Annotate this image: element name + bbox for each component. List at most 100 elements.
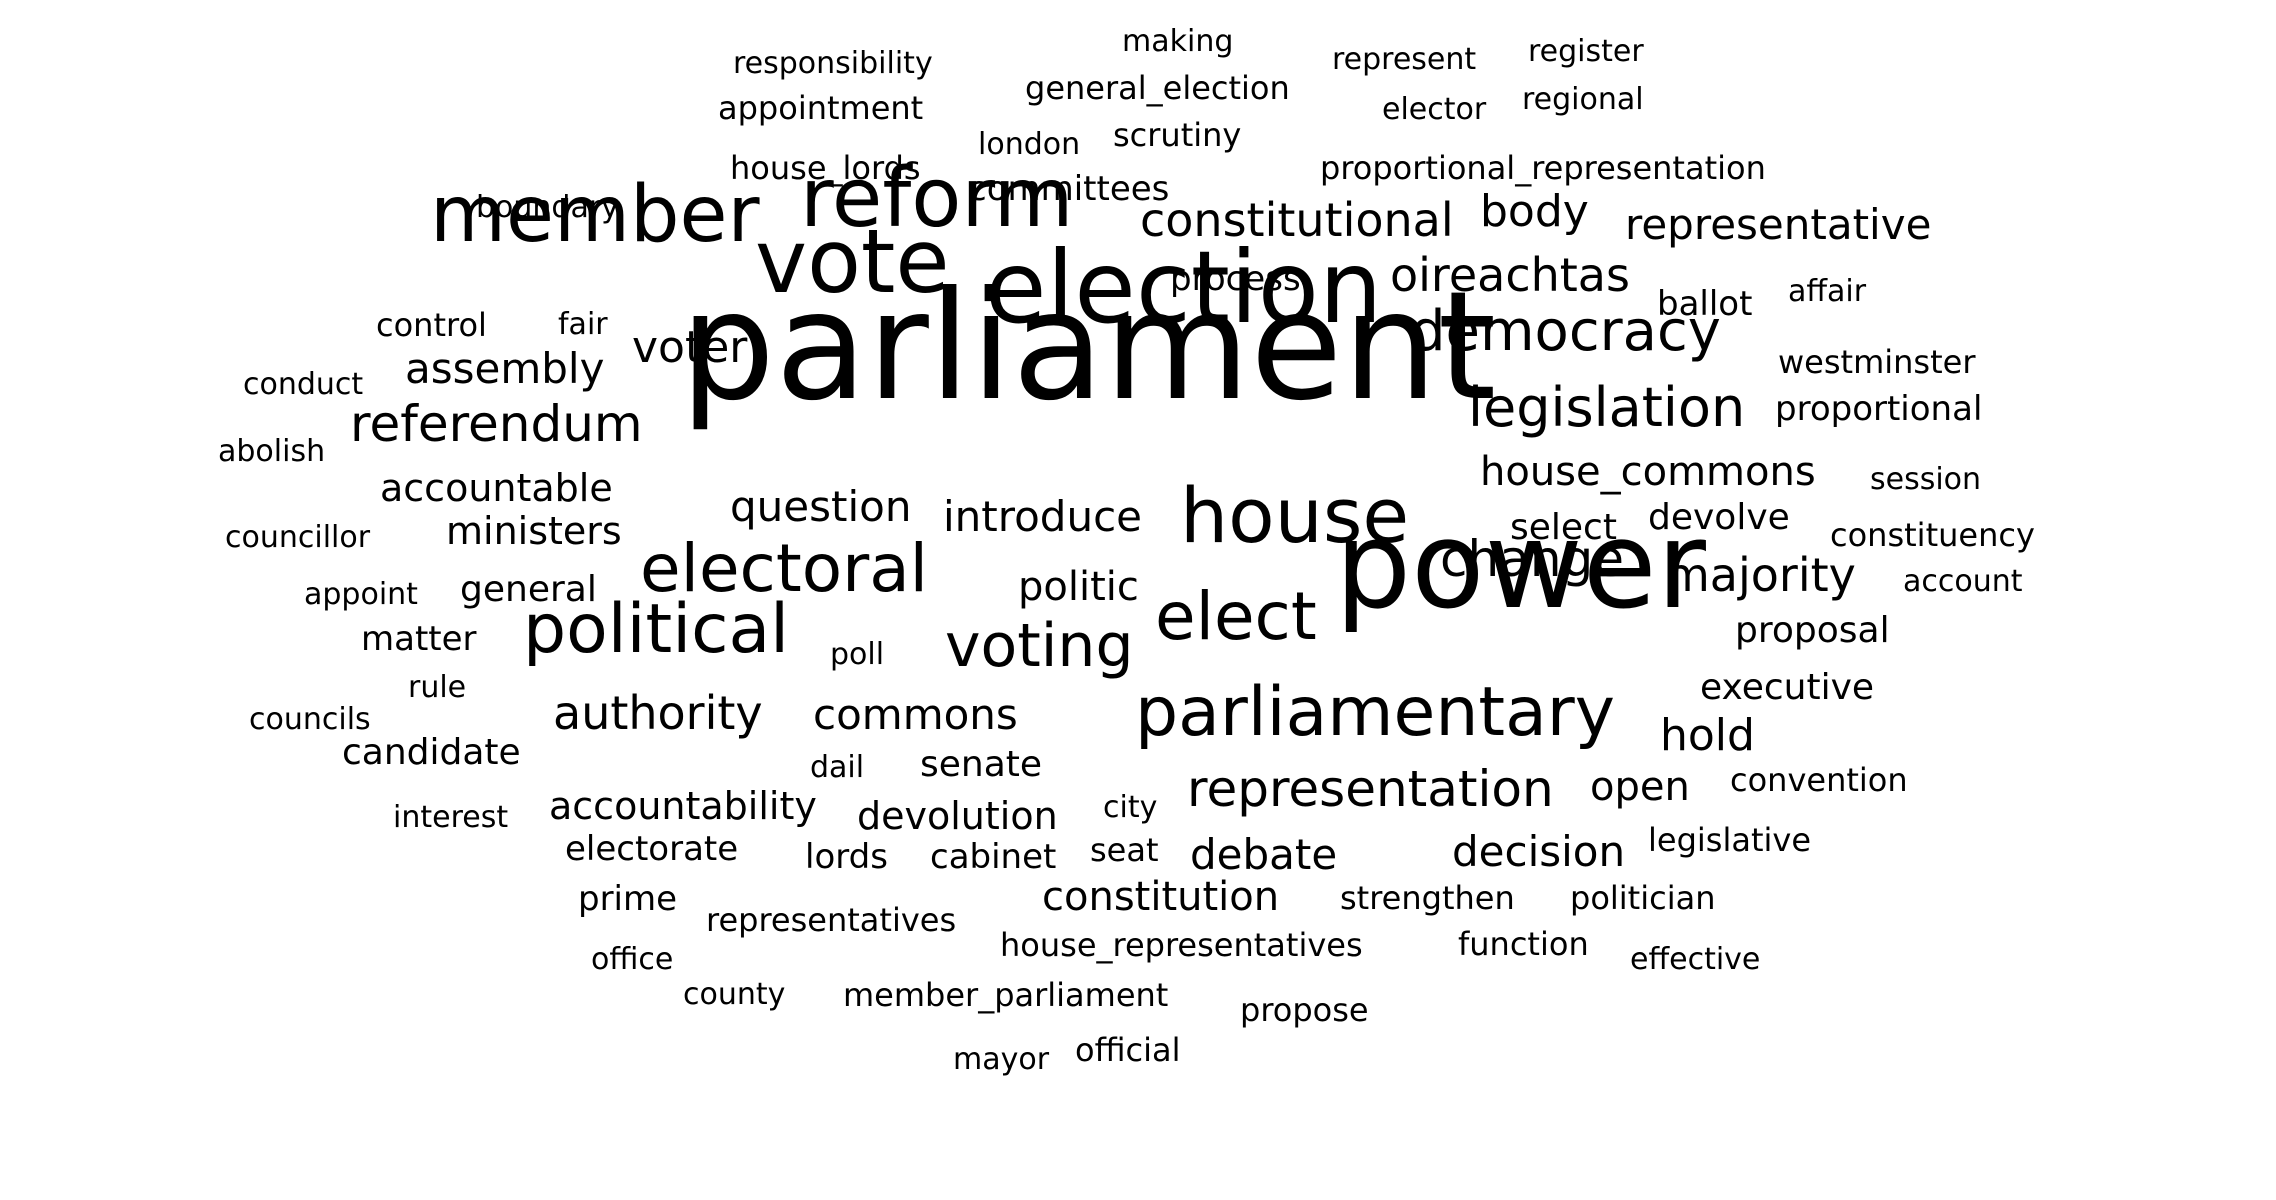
- word-convention: convention: [1730, 760, 1908, 799]
- word-conduct: conduct: [243, 367, 364, 403]
- word-select: select: [1510, 507, 1617, 549]
- word-politic: politic: [1018, 564, 1139, 611]
- word-office: office: [591, 942, 674, 978]
- word-rule: rule: [408, 670, 467, 706]
- word-house-lords: house_lords: [730, 148, 921, 187]
- word-candidate: candidate: [342, 732, 521, 774]
- word-councils: councils: [249, 702, 371, 738]
- word-session: session: [1870, 462, 1982, 498]
- word-legislative: legislative: [1648, 820, 1812, 859]
- word-authority: authority: [553, 686, 763, 741]
- word-political: political: [523, 590, 790, 670]
- word-process: process: [1170, 259, 1301, 300]
- word-interest: interest: [393, 800, 509, 836]
- word-prime: prime: [578, 879, 678, 920]
- word-constitutional: constitutional: [1140, 193, 1454, 248]
- word-legislation: legislation: [1468, 375, 1746, 439]
- word-poll: poll: [830, 637, 885, 673]
- word-lords: lords: [805, 837, 888, 878]
- word-cabinet: cabinet: [930, 837, 1057, 878]
- word-account: account: [1903, 564, 2023, 600]
- word-proportional: proportional: [1775, 389, 1983, 430]
- word-reform: reform: [800, 150, 1074, 246]
- word-elector: elector: [1382, 92, 1487, 128]
- word-debate: debate: [1190, 829, 1338, 879]
- word-constitution: constitution: [1042, 874, 1280, 921]
- word-election: election: [985, 229, 1383, 346]
- word-function: function: [1458, 924, 1589, 963]
- word-ballot: ballot: [1657, 284, 1753, 325]
- word-commons: commons: [813, 689, 1018, 739]
- word-appointment: appointment: [718, 88, 924, 127]
- word-elect: elect: [1155, 577, 1317, 655]
- word-power: power: [1335, 496, 1706, 636]
- word-boundary: boundary: [476, 190, 619, 226]
- word-representative: representative: [1625, 199, 1932, 249]
- word-change: change: [1440, 530, 1625, 588]
- word-member: member: [430, 170, 760, 261]
- word-voting: voting: [945, 610, 1134, 681]
- word-parliament: parliament: [680, 260, 1497, 434]
- word-fair: fair: [558, 307, 608, 343]
- word-devolution: devolution: [857, 793, 1058, 838]
- word-decision: decision: [1452, 826, 1626, 876]
- word-regional: regional: [1522, 82, 1644, 118]
- word-open: open: [1590, 764, 1690, 811]
- word-representatives: representatives: [706, 900, 957, 939]
- word-represent: represent: [1332, 42, 1477, 78]
- word-responsibility: responsibility: [733, 46, 933, 82]
- word-general: general: [460, 569, 597, 611]
- word-mayor: mayor: [953, 1042, 1050, 1078]
- word-dail: dail: [810, 750, 865, 786]
- word-official: official: [1075, 1030, 1181, 1069]
- word-committees: committees: [968, 169, 1170, 210]
- word-electorate: electorate: [565, 829, 739, 870]
- word-making: making: [1122, 24, 1234, 60]
- word-matter: matter: [361, 619, 477, 660]
- word-hold: hold: [1660, 709, 1755, 761]
- word-representation: representation: [1187, 760, 1554, 818]
- word-democracy: democracy: [1410, 299, 1721, 365]
- word-accountable: accountable: [380, 465, 613, 510]
- word-seat: seat: [1090, 830, 1159, 869]
- word-assembly: assembly: [405, 343, 605, 393]
- word-member-parliament: member_parliament: [843, 975, 1169, 1014]
- word-body: body: [1480, 185, 1589, 237]
- word-constituency: constituency: [1830, 515, 2035, 554]
- word-control: control: [376, 305, 487, 344]
- word-house-representatives: house_representatives: [1000, 925, 1363, 964]
- word-strengthen: strengthen: [1340, 878, 1515, 917]
- word-politician: politician: [1570, 878, 1716, 917]
- word-house-commons: house_commons: [1480, 449, 1816, 496]
- word-city: city: [1103, 790, 1158, 826]
- word-affair: affair: [1788, 274, 1867, 310]
- word-propose: propose: [1240, 990, 1369, 1029]
- word-vote: vote: [755, 209, 950, 313]
- word-westminster: westminster: [1778, 342, 1976, 381]
- word-majority: majority: [1665, 548, 1856, 603]
- word-devolve: devolve: [1648, 497, 1790, 539]
- word-senate: senate: [920, 744, 1043, 786]
- word-london: london: [978, 127, 1081, 163]
- word-appoint: appoint: [304, 577, 418, 613]
- word-scrutiny: scrutiny: [1113, 115, 1242, 154]
- word-parliamentary: parliamentary: [1135, 673, 1615, 753]
- word-effective: effective: [1630, 942, 1761, 978]
- word-voter: voter: [632, 321, 748, 373]
- word-proportional-representation: proportional_representation: [1320, 148, 1766, 187]
- word-councillor: councillor: [225, 520, 371, 556]
- word-county: county: [683, 977, 786, 1013]
- word-question: question: [730, 481, 912, 531]
- word-ministers: ministers: [446, 508, 622, 553]
- word-electoral: electoral: [640, 529, 929, 607]
- word-executive: executive: [1700, 667, 1875, 709]
- word-oireachtas: oireachtas: [1390, 248, 1630, 303]
- word-introduce: introduce: [943, 491, 1143, 541]
- word-proposal: proposal: [1735, 610, 1890, 652]
- word-abolish: abolish: [218, 434, 326, 470]
- word-register: register: [1528, 34, 1644, 70]
- word-general-election: general_election: [1025, 68, 1290, 107]
- word-accountability: accountability: [549, 783, 817, 828]
- word-referendum: referendum: [350, 395, 643, 453]
